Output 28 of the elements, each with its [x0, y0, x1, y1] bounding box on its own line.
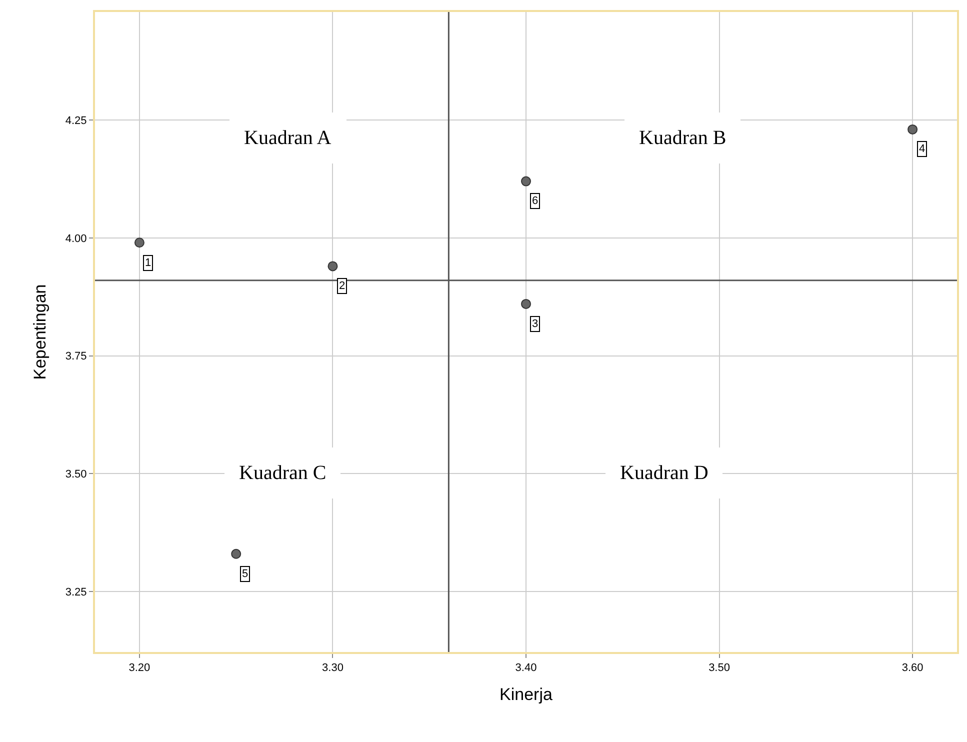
annotation: 4: [919, 143, 926, 155]
annotation: 2: [339, 280, 346, 292]
annotation: 6: [532, 195, 538, 207]
annotation: Kuadran A: [244, 127, 332, 149]
x-tick-label: 3.60: [902, 662, 924, 674]
annotation: 5: [242, 568, 248, 580]
x-tick-label: 3.40: [515, 662, 537, 674]
x-tick-label: 3.30: [322, 662, 344, 674]
annotation: 3: [532, 318, 538, 330]
point: [134, 238, 144, 248]
annotation: 1: [145, 257, 152, 269]
point: [521, 298, 531, 309]
point: [231, 548, 242, 559]
annotation: Kuadran C: [239, 462, 326, 484]
x-axis-title: Kinerja: [500, 685, 553, 704]
y-tick-label: 3.50: [65, 468, 87, 481]
point: [328, 261, 338, 272]
point: [521, 176, 531, 186]
point: [908, 124, 918, 134]
x-tick-label: 3.20: [128, 662, 150, 674]
y-tick-label: 4.00: [65, 232, 87, 245]
y-tick-label: 3.75: [65, 350, 87, 363]
y-tick-label: 3.25: [65, 586, 87, 598]
y-tick-label: 4.25: [65, 114, 87, 127]
y-axis-title: Kepentingan: [30, 284, 50, 380]
annotation: Kuadran D: [620, 462, 708, 484]
x-tick-label: 3.50: [708, 662, 730, 674]
annotation: Kuadran B: [639, 127, 726, 149]
